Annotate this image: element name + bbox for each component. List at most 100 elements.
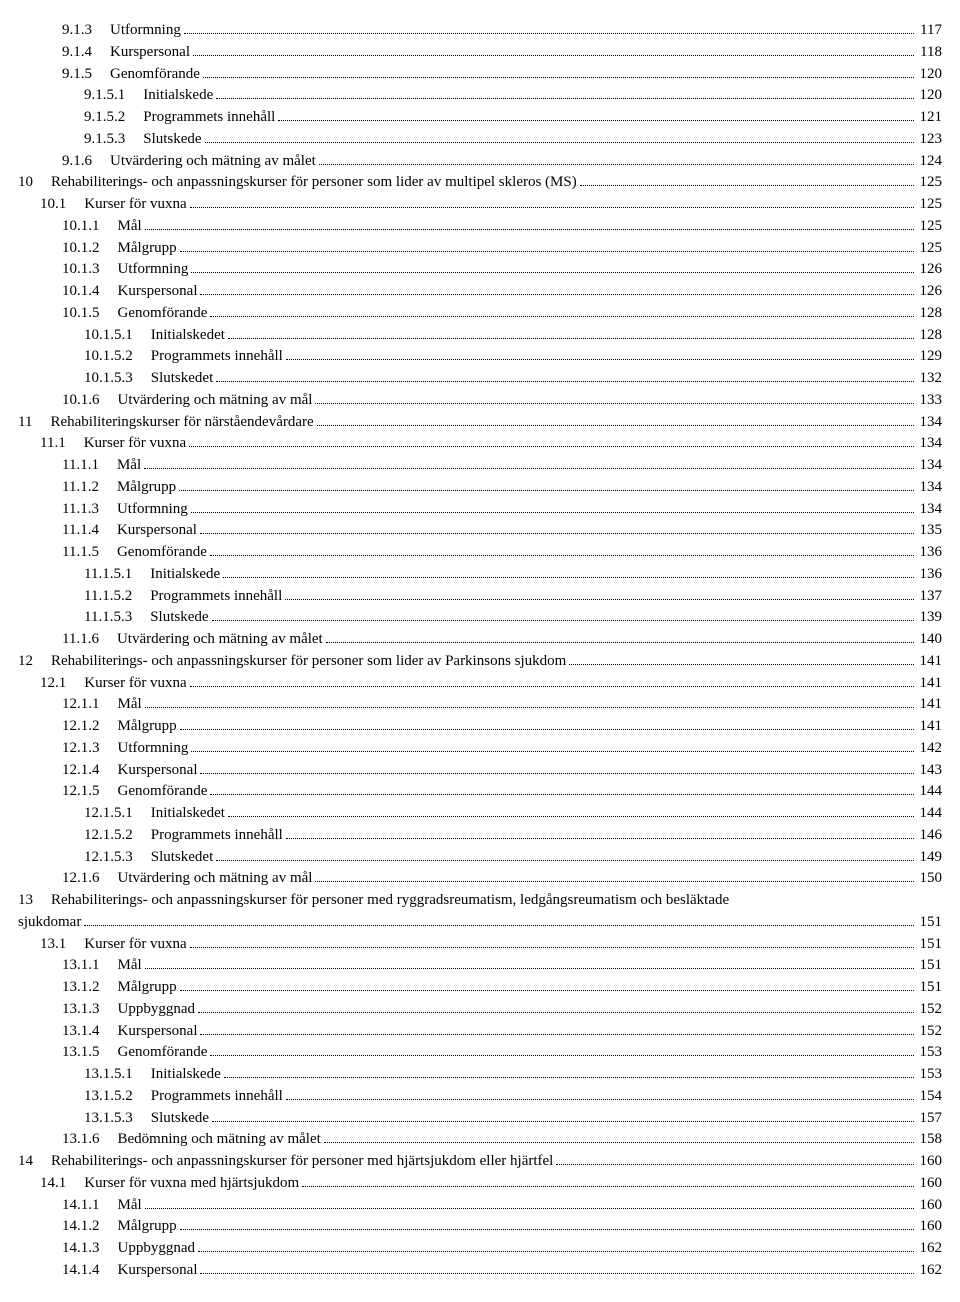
toc-page-number: 151 <box>917 955 943 977</box>
toc-leader-dots <box>210 1043 913 1057</box>
toc-number: 10.1.6 <box>62 390 118 412</box>
toc-page-number: 160 <box>917 1195 943 1217</box>
toc-entry: 9.1.4Kurspersonal118 <box>18 42 942 64</box>
toc-leader-dots <box>180 977 914 991</box>
toc-entry: 10.1.5.1Initialskedet128 <box>18 325 942 347</box>
toc-title: Programmets innehåll <box>151 825 283 847</box>
toc-leader-dots <box>278 107 913 121</box>
toc-entry: 10.1Kurser för vuxna125 <box>18 194 942 216</box>
toc-title: Utformning <box>118 738 189 760</box>
toc-number: 9.1.5 <box>62 64 110 86</box>
toc-leader-dots <box>191 738 913 752</box>
toc-leader-dots <box>198 999 914 1013</box>
toc-number: 12.1.5.3 <box>84 847 151 869</box>
toc-leader-dots <box>210 303 913 317</box>
toc-leader-dots <box>286 1086 914 1100</box>
toc-entry: 11.1.3Utformning134 <box>18 499 942 521</box>
toc-leader-dots <box>228 325 914 339</box>
toc-title: Genomförande <box>118 303 208 325</box>
toc-entry: 12.1.5.2Programmets innehåll146 <box>18 825 942 847</box>
toc-title: Målgrupp <box>118 1216 177 1238</box>
toc-leader-dots <box>145 695 914 709</box>
toc-page-number: 120 <box>917 64 943 86</box>
toc-page-number: 152 <box>917 1021 943 1043</box>
toc-entry: 13.1.5.3Slutskede157 <box>18 1108 942 1130</box>
toc-number: 10.1.1 <box>62 216 118 238</box>
toc-leader-dots <box>216 86 913 100</box>
toc-page-number: 151 <box>917 912 943 934</box>
toc-page-number: 152 <box>917 999 943 1021</box>
toc-leader-dots <box>200 281 913 295</box>
toc-title: Uppbyggnad <box>118 1238 196 1260</box>
toc-entry: 9.1.6Utvärdering och mätning av målet124 <box>18 151 942 173</box>
toc-number: 12.1.5.1 <box>84 803 151 825</box>
toc-number: 13.1.3 <box>62 999 118 1021</box>
toc-title: Kurser för vuxna <box>84 673 186 695</box>
toc-number: 13.1.1 <box>62 955 118 977</box>
toc-entry: 11.1.6Utvärdering och mätning av målet14… <box>18 629 942 651</box>
toc-leader-dots <box>179 477 913 491</box>
toc-leader-dots <box>216 847 913 861</box>
toc-title: Mål <box>118 694 142 716</box>
toc-title: Målgrupp <box>118 716 177 738</box>
toc-number: 12.1.3 <box>62 738 118 760</box>
toc-entry: 13.1.5Genomförande153 <box>18 1042 942 1064</box>
toc-number: 10.1.4 <box>62 281 118 303</box>
toc-entry: 12.1.4Kurspersonal143 <box>18 760 942 782</box>
toc-entry: 13.1.3Uppbyggnad152 <box>18 999 942 1021</box>
toc-entry: 9.1.3Utformning117 <box>18 20 942 42</box>
toc-number: 14.1.3 <box>62 1238 118 1260</box>
toc-entry: 14.1Kurser för vuxna med hjärtsjukdom160 <box>18 1173 942 1195</box>
toc-entry: 13Rehabiliterings- och anpassningskurser… <box>18 890 942 934</box>
toc-page-number: 125 <box>917 216 943 238</box>
toc-entry: 12.1.6Utvärdering och mätning av mål150 <box>18 868 942 890</box>
toc-leader-dots <box>317 412 914 426</box>
toc-number: 11.1.1 <box>62 455 117 477</box>
toc-page-number: 117 <box>917 20 942 42</box>
toc-entry: 10Rehabiliterings- och anpassningskurser… <box>18 172 942 194</box>
toc-page-number: 143 <box>917 760 943 782</box>
toc-title: Rehabiliterings- och anpassningskurser f… <box>51 1151 553 1173</box>
toc-entry: 12Rehabiliterings- och anpassningskurser… <box>18 651 942 673</box>
toc-page-number: 126 <box>917 281 943 303</box>
toc-entry: 12.1.2Målgrupp141 <box>18 716 942 738</box>
toc-title: Utformning <box>118 259 189 281</box>
toc-number: 12.1.5.2 <box>84 825 151 847</box>
toc-leader-dots <box>580 173 914 187</box>
toc-title: Mål <box>117 455 141 477</box>
toc-leader-dots <box>205 129 914 143</box>
toc-entry: 14.1.2Målgrupp160 <box>18 1216 942 1238</box>
toc-leader-dots <box>224 1064 914 1078</box>
toc-number: 9.1.5.2 <box>84 107 143 129</box>
toc-leader-dots <box>180 238 914 252</box>
toc-entry: 9.1.5.3Slutskede123 <box>18 129 942 151</box>
toc-page-number: 144 <box>917 781 943 803</box>
toc-leader-dots <box>200 760 913 774</box>
toc-leader-dots <box>145 956 914 970</box>
toc-page-number: 139 <box>917 607 943 629</box>
toc-entry: 11.1.5.1Initialskede136 <box>18 564 942 586</box>
toc-entry: 11.1.1Mål134 <box>18 455 942 477</box>
toc-page-number: 136 <box>917 542 943 564</box>
toc-page-number: 140 <box>917 629 943 651</box>
toc-number: 12.1.5 <box>62 781 118 803</box>
toc-number: 14 <box>18 1151 51 1173</box>
toc-page-number: 134 <box>917 477 943 499</box>
toc-title-cont: sjukdomar <box>18 912 81 934</box>
toc-title: Rehabiliterings- och anpassningskurser f… <box>51 172 577 194</box>
toc-number: 13.1.4 <box>62 1021 118 1043</box>
toc-title: Utvärdering och mätning av mål <box>118 868 313 890</box>
toc-title: Kurspersonal <box>118 760 198 782</box>
toc-entry: 13.1Kurser för vuxna151 <box>18 934 942 956</box>
toc-entry: 13.1.1Mål151 <box>18 955 942 977</box>
toc-title: Kurspersonal <box>118 1021 198 1043</box>
toc-leader-dots <box>285 586 913 600</box>
toc-entry: 13.1.5.2Programmets innehåll154 <box>18 1086 942 1108</box>
toc-title: Målgrupp <box>117 477 176 499</box>
toc-title: Kurser för vuxna <box>84 433 186 455</box>
toc-leader-dots <box>286 347 914 361</box>
toc-page-number: 134 <box>917 412 943 434</box>
toc-title: Rehabiliteringskurser för närståendevård… <box>50 412 313 434</box>
toc-page-number: 151 <box>917 934 943 956</box>
toc-leader-dots <box>145 1195 914 1209</box>
